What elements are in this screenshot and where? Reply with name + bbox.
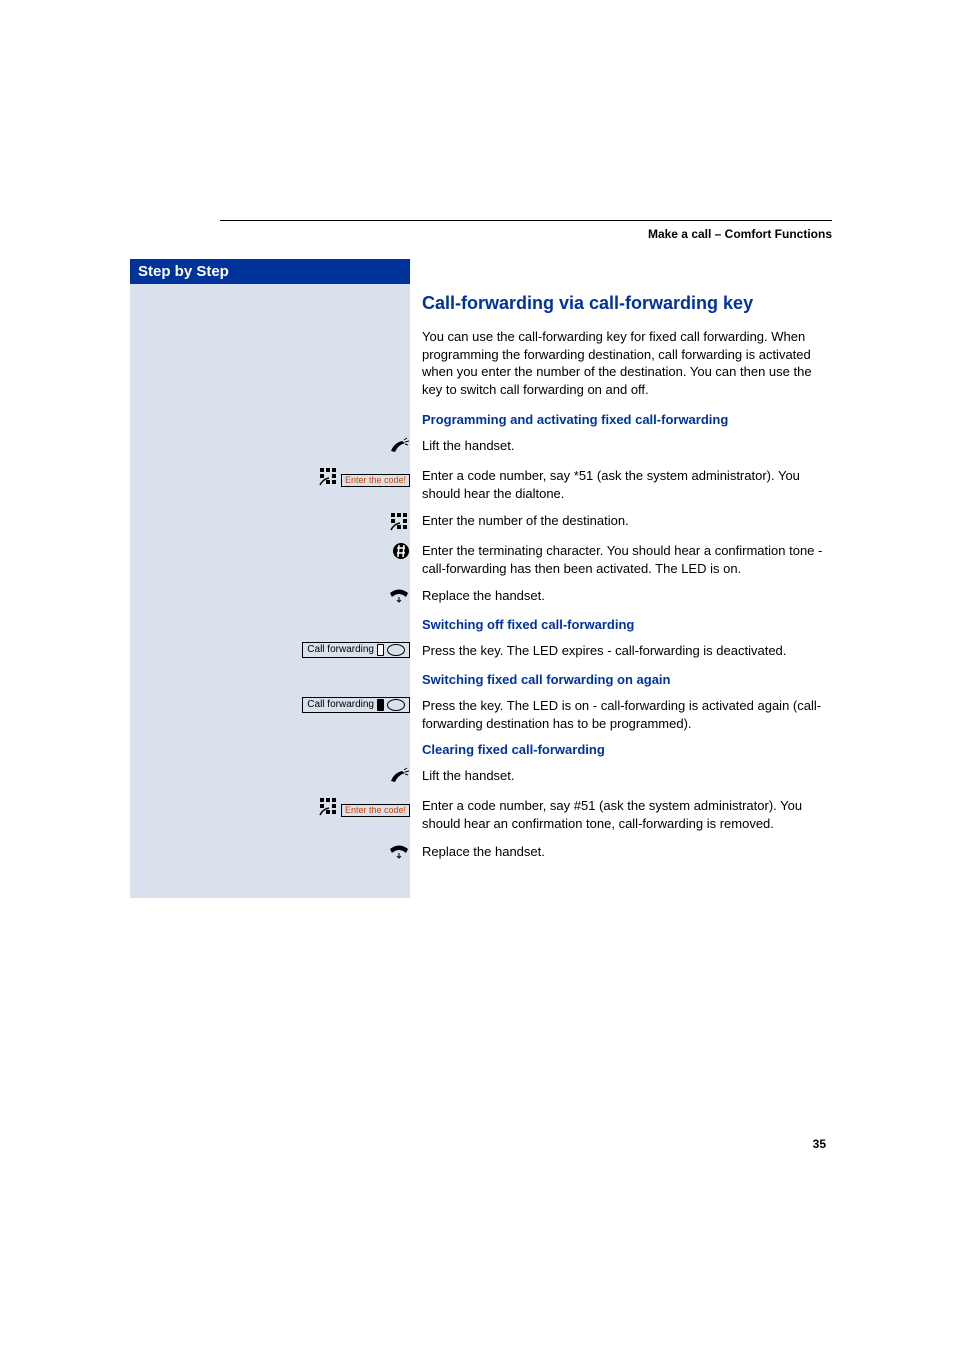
row-text: Replace the handset. [422,587,830,605]
row-icon-area [130,512,410,532]
row-icon-area: Enter the code! [130,467,410,487]
keypad-icon [319,467,339,487]
keypad-icon [390,512,410,532]
row-icon-area [130,843,410,859]
key-oval-icon [387,699,405,711]
instruction-row: Lift the handset. [422,767,830,787]
handset-replace-icon [388,843,410,859]
row-icon-area [130,542,410,560]
row-text: Enter a code number, say #51 (ask the sy… [422,797,830,832]
function-key: Call forwarding [302,642,410,658]
handset-lift-icon [388,767,410,785]
row-icon-area: Call forwarding [130,642,410,658]
page-number: 35 [813,1137,826,1151]
row-icon-area: Enter the code! [130,797,410,817]
row-icon-area [130,587,410,603]
instruction-row: Enter the code!Enter a code number, say … [422,797,830,832]
row-text: Enter the terminating character. You sho… [422,542,830,577]
led-on-icon [377,699,384,711]
instruction-row: Replace the handset. [422,587,830,607]
row-text: Enter a code number, say *51 (ask the sy… [422,467,830,502]
handset-lift-icon [388,437,410,455]
row-icon-area [130,437,410,455]
section-heading: Call-forwarding via call-forwarding key [422,293,830,314]
header-rule [220,220,832,221]
hash-icon [392,542,410,560]
subsection-heading: Clearing fixed call-forwarding [422,742,830,757]
instruction-row: Lift the handset. [422,437,830,457]
led-off-icon [377,644,384,656]
main-content: Call-forwarding via call-forwarding key … [410,259,830,873]
row-text: Enter the number of the destination. [422,512,830,530]
code-prompt-box: Enter the code! [341,804,410,817]
row-icon-area [130,767,410,785]
row-text: Lift the handset. [422,767,830,785]
instruction-row: Enter the code!Enter a code number, say … [422,467,830,502]
instruction-row: Enter the number of the destination. [422,512,830,532]
subsection-heading: Programming and activating fixed call-fo… [422,412,830,427]
key-oval-icon [387,644,405,656]
page-content: Make a call – Comfort Functions Step by … [130,220,830,898]
handset-replace-icon [388,587,410,603]
breadcrumb: Make a call – Comfort Functions [130,227,832,241]
instruction-row: Call forwardingPress the key. The LED ex… [422,642,830,662]
keypad-icon [319,797,339,817]
code-prompt-box: Enter the code! [341,474,410,487]
intro-paragraph: You can use the call-forwarding key for … [422,328,830,398]
instruction-row: Replace the handset. [422,843,830,863]
sidebar-title: Step by Step [130,259,410,284]
row-text: Lift the handset. [422,437,830,455]
subsection-heading: Switching fixed call forwarding on again [422,672,830,687]
row-text: Press the key. The LED is on - call-forw… [422,697,830,732]
subsection-heading: Switching off fixed call-forwarding [422,617,830,632]
instruction-row: Call forwardingPress the key. The LED is… [422,697,830,732]
function-key: Call forwarding [302,697,410,713]
row-text: Replace the handset. [422,843,830,861]
instruction-row: Enter the terminating character. You sho… [422,542,830,577]
two-column-layout: Step by Step Call-forwarding via call-fo… [130,259,830,898]
row-text: Press the key. The LED expires - call-fo… [422,642,830,660]
row-icon-area: Call forwarding [130,697,410,713]
